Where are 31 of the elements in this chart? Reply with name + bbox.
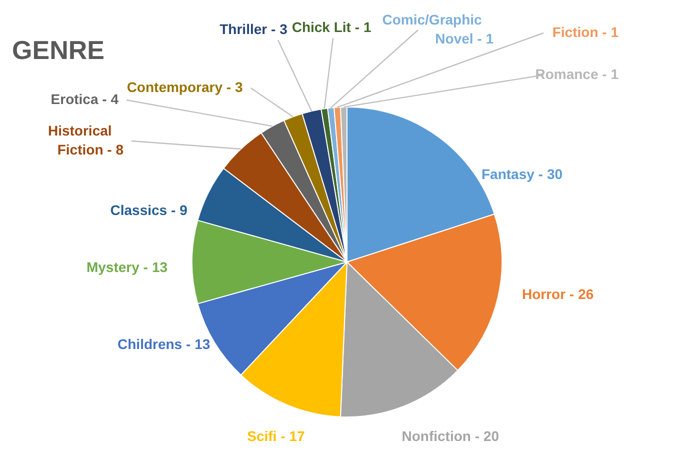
slice-label: Chick Lit - — [292, 19, 360, 35]
slice-label: Historical Fiction - — [48, 122, 112, 158]
slice-label: Classics - — [110, 202, 176, 218]
slice-label: Horror - — [522, 286, 574, 302]
slice-label: Fiction - — [552, 24, 608, 40]
data-label: 13 — [194, 336, 210, 352]
data-label: 3 — [235, 79, 244, 95]
data-label: 30 — [546, 166, 563, 182]
slice-label: Romance - — [535, 66, 608, 82]
slice-label: Scifi - — [247, 428, 286, 444]
data-label: 8 — [116, 142, 124, 158]
data-label: 13 — [152, 259, 168, 275]
data-label: 26 — [578, 286, 594, 302]
slice-label: Erotica - — [50, 91, 108, 107]
data-label: 4 — [110, 91, 119, 107]
data-label: 17 — [289, 428, 306, 444]
data-label: 20 — [484, 428, 500, 444]
slice-label: Fantasy - — [481, 166, 544, 182]
data-label: 9 — [180, 202, 188, 218]
slice-label: Thriller - — [220, 21, 276, 37]
data-label: 1 — [364, 19, 372, 35]
data-label: 1 — [610, 66, 619, 82]
slice-label: Mystery - — [86, 259, 148, 275]
slice-label: Childrens - — [118, 336, 191, 352]
data-label: 3 — [280, 21, 288, 37]
slice-label: Nonfiction - — [402, 428, 480, 444]
slice-label: Contemporary - — [126, 79, 232, 95]
slice-label: Comic/Graphic Novel - — [382, 12, 482, 46]
data-label: 1 — [610, 24, 619, 40]
data-label: 1 — [486, 30, 494, 46]
text: GENRE — [12, 35, 104, 65]
